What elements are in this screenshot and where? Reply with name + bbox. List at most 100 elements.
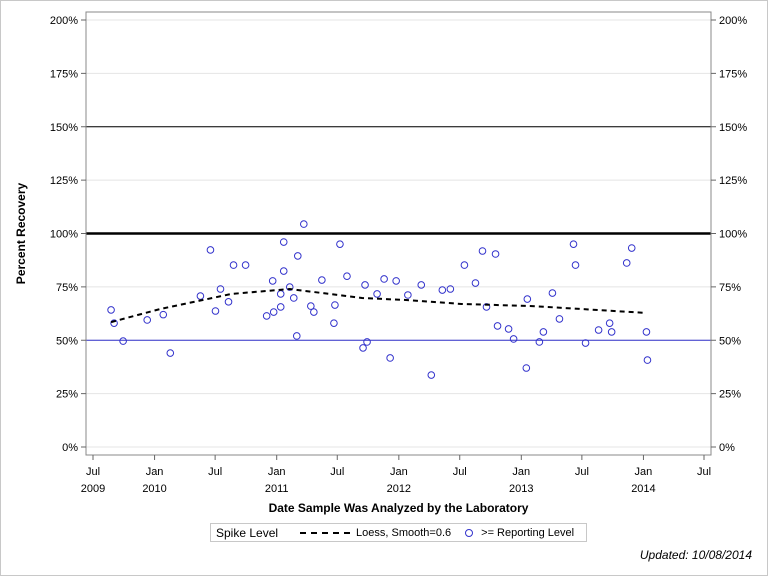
data-point: [229, 261, 238, 269]
data-point: [522, 364, 531, 372]
data-point: [330, 319, 338, 327]
data-point: [361, 281, 369, 289]
data-point: [343, 272, 351, 281]
data-point: [386, 354, 394, 362]
y-tick-label-right: 125%: [719, 175, 747, 187]
data-point: [535, 338, 544, 346]
data-point: [285, 283, 294, 291]
data-point: [392, 277, 400, 285]
y-tick-label: 125%: [50, 175, 78, 187]
data-point: [331, 301, 339, 309]
data-point: [594, 326, 603, 334]
circle-marker-icon: [465, 528, 474, 537]
data-point: [107, 306, 115, 314]
data-point: [110, 319, 118, 327]
data-point: [380, 275, 388, 283]
data-point: [471, 279, 480, 287]
y-tick-label: 75%: [56, 282, 78, 294]
data-point: [206, 246, 215, 254]
data-point: [504, 325, 513, 333]
x-tick-year: 2012: [387, 483, 411, 495]
y-axis-label: Percent Recovery: [14, 182, 28, 284]
y-tick-label: 0%: [62, 442, 78, 454]
data-point: [548, 289, 557, 297]
data-point: [482, 303, 491, 311]
legend-loess-label: Loess, Smooth=0.6: [356, 526, 452, 539]
data-point: [276, 290, 285, 298]
data-point: [241, 261, 250, 269]
data-point: [363, 338, 371, 346]
x-tick-label: Jul: [697, 466, 711, 478]
x-tick-label: Jul: [86, 466, 100, 478]
data-point: [279, 267, 288, 275]
x-tick-label: Jan: [512, 466, 530, 478]
data-point: [268, 277, 277, 285]
y-tick-label-right: 200%: [719, 15, 747, 27]
data-point: [373, 290, 381, 298]
y-tick-label-right: 50%: [719, 335, 741, 347]
data-point: [642, 328, 651, 336]
y-tick-label-right: 0%: [719, 442, 735, 454]
data-point: [523, 295, 532, 303]
data-point: [605, 319, 614, 327]
data-point: [289, 294, 298, 302]
y-tick-label: 50%: [56, 335, 78, 347]
x-tick-year: 2014: [631, 483, 655, 495]
data-point: [262, 312, 271, 320]
x-tick-label: Jan: [146, 466, 164, 478]
x-tick-year: 2010: [142, 483, 166, 495]
data-point: [336, 240, 344, 248]
data-point: [571, 261, 580, 269]
y-tick-label: 25%: [56, 389, 78, 401]
x-tick-year: 2011: [265, 483, 289, 495]
data-point: [478, 247, 487, 255]
data-point: [216, 285, 225, 293]
data-point: [279, 238, 288, 246]
data-point: [310, 308, 318, 316]
y-tick-label-right: 100%: [719, 229, 747, 241]
legend-points-label: >= Reporting Level: [481, 526, 575, 539]
data-point: [622, 259, 631, 267]
x-tick-year: 2009: [81, 483, 105, 495]
data-point: [211, 307, 220, 315]
data-point: [269, 308, 278, 316]
x-tick-year: 2013: [509, 483, 533, 495]
loess-line-swatch: [300, 531, 351, 534]
data-point: [359, 344, 367, 352]
x-tick-label: Jul: [330, 466, 344, 478]
data-point: [276, 303, 285, 311]
y-tick-label-right: 25%: [719, 389, 741, 401]
data-point: [119, 337, 127, 345]
x-tick-label: Jan: [390, 466, 408, 478]
y-tick-label: 200%: [50, 15, 78, 27]
x-tick-label: Jan: [635, 466, 653, 478]
data-point: [491, 250, 500, 258]
legend: Spike Level Loess, Smooth=0.6 >= Reporti…: [210, 523, 587, 542]
data-point: [555, 315, 564, 323]
y-tick-label: 100%: [50, 229, 78, 241]
data-point: [539, 328, 548, 336]
data-point: [300, 220, 308, 228]
data-point: [446, 285, 455, 293]
data-point: [427, 371, 436, 379]
y-tick-label: 175%: [50, 68, 78, 80]
updated-note: Updated: 10/08/2014: [639, 548, 752, 562]
y-tick-label-right: 175%: [719, 68, 747, 80]
y-tick-label: 150%: [50, 122, 78, 134]
data-point: [643, 356, 652, 364]
x-tick-label: Jan: [268, 466, 286, 478]
loess-line: [110, 288, 647, 324]
legend-title: Spike Level: [216, 525, 279, 540]
data-point: [196, 292, 205, 300]
y-tick-label-right: 75%: [719, 282, 741, 294]
x-tick-label: Jul: [208, 466, 222, 478]
data-point: [627, 244, 636, 252]
data-point: [292, 332, 301, 340]
x-axis-label: Date Sample Was Analyzed by the Laborato…: [269, 501, 529, 515]
data-point: [293, 252, 302, 260]
data-point: [493, 322, 502, 330]
y-tick-label-right: 150%: [719, 122, 747, 134]
data-point: [417, 281, 426, 289]
data-point: [569, 240, 578, 248]
